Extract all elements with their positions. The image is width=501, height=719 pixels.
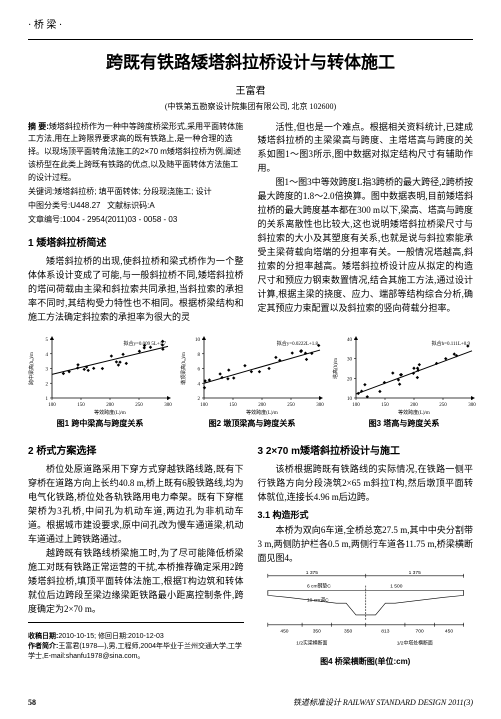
recv-text: 2010-10-15; 修回日期:2010-12-03 <box>58 633 163 640</box>
keywords-text: 矮塔斜拉桥; 填平面转体; 分段现浇施工; 设计 <box>54 187 211 196</box>
svg-text:350: 350 <box>312 629 320 635</box>
svg-text:8: 8 <box>198 353 201 358</box>
svg-text:塔高(h)/m: 塔高(h)/m <box>332 358 339 379</box>
section-1-para: 矮塔斜拉桥的出现,使斜拉桥和梁式桥作为一个整体体系设计变成了可能,与一般斜拉桥不… <box>28 255 244 325</box>
paper-title: 跨既有铁路矮塔斜拉桥设计与转体施工 <box>28 50 473 76</box>
svg-text:300: 300 <box>164 403 172 408</box>
svg-text:100: 100 <box>200 403 208 408</box>
header-rule <box>28 39 473 40</box>
figure-2-chart: 100 150 200 250 300 2 4 6 8 10 拟合y=0.0222L+1.8 等效跨度… <box>178 331 326 416</box>
docid-text: 1004 - 2954(2011)03 - 0058 - 03 <box>62 215 177 224</box>
keywords-label: 关键词: <box>28 187 54 196</box>
svg-text:150: 150 <box>381 403 389 408</box>
svg-text:1 375: 1 375 <box>305 570 317 576</box>
page-number: 58 <box>28 697 36 709</box>
section-2-para-1: 桥位处原道路采用下穿方式穿越铁路线路,既有下穿桥在道路方向上长约40.8 m,桥… <box>28 463 244 547</box>
svg-text:300: 300 <box>468 403 476 408</box>
abstract-text: 矮塔斜拉桥作为一种中等跨度桥梁形式,采用平面转体施工方法,用在上跨限界要求高的既… <box>28 122 243 182</box>
svg-text:40: 40 <box>347 338 353 343</box>
svg-text:墩顶梁高(h₀)/m: 墩顶梁高(h₀)/m <box>180 352 187 385</box>
section-3-1-heading: 3.1 构造形式 <box>258 509 474 523</box>
svg-text:跨中梁高(h₀)/m: 跨中梁高(h₀)/m <box>28 352 35 385</box>
svg-text:30: 30 <box>347 358 353 363</box>
svg-text:等效跨度(L)/m: 等效跨度(L)/m <box>94 409 126 416</box>
svg-text:700: 700 <box>415 629 423 635</box>
authinfo-text: 王富君(1978—),男,工程师,2004年毕业于兰州交通大学,工学学士,E-m… <box>28 643 242 660</box>
svg-text:拟合y=0.009 5L+1.7: 拟合y=0.009 5L+1.7 <box>124 340 167 347</box>
svg-text:拟合y=0.0222L+1.8: 拟合y=0.0222L+1.8 <box>277 340 319 347</box>
section-3-heading: 3 2×70 m矮塔斜拉桥设计与施工 <box>258 444 474 459</box>
section-3-1-para: 本桥为双向6车道,全桥总宽27.5 m,其中中央分割带3 m,两侧防护栏各0.5… <box>258 524 474 566</box>
svg-text:4: 4 <box>46 353 49 358</box>
svg-text:813: 813 <box>381 629 389 635</box>
figure-3-caption: 图3 塔高与跨度关系 <box>330 418 478 430</box>
svg-text:1 500: 1 500 <box>390 584 402 590</box>
svg-text:等效跨度(L)/m: 等效跨度(L)/m <box>398 409 430 416</box>
svg-text:200: 200 <box>258 403 266 408</box>
recv-label: 收稿日期: <box>28 633 58 640</box>
affiliation: (中铁第五勘察设计院集团有限公司, 北京 102600) <box>28 101 473 113</box>
section-1-heading: 1 矮塔斜拉桥简述 <box>28 236 244 251</box>
svg-text:1: 1 <box>46 397 49 402</box>
category-label: 桥 梁 <box>34 20 57 31</box>
section-2-para-2: 越跨既有铁路线桥梁施工时,为了尽可能降低桥梁施工对既有铁路正常运营的干扰,本桥推… <box>28 547 244 617</box>
figure-2-caption: 图2 墩顶梁高与跨度关系 <box>178 418 326 430</box>
authinfo-label: 作者简介: <box>28 643 58 650</box>
svg-text:1/2中塔处横断面: 1/2中塔处横断面 <box>396 640 432 647</box>
svg-text:1/2实梁横断面: 1/2实梁横断面 <box>296 640 327 647</box>
abstract-block: 摘 要:矮塔斜拉桥作为一种中等跨度桥梁形式,采用平面转体施工方法,用在上跨限界要… <box>28 121 244 185</box>
page-footer: 58 铁道标准设计 RAILWAY STANDARD DESIGN 2011(3… <box>28 697 473 709</box>
svg-text:6 cm钢垫C: 6 cm钢垫C <box>306 583 330 590</box>
svg-text:100: 100 <box>352 403 360 408</box>
svg-text:200: 200 <box>410 403 418 408</box>
docid-label: 文章编号: <box>28 215 62 224</box>
journal-name: 铁道标准设计 RAILWAY STANDARD DESIGN 2011(3) <box>293 697 473 709</box>
svg-text:10: 10 <box>347 397 353 402</box>
figure-1-chart: 100 150 200 250 300 1 2 3 4 5 拟合y=0.009 5L+1.7 等效跨度… <box>26 331 174 416</box>
svg-text:4: 4 <box>198 382 201 387</box>
svg-text:3: 3 <box>46 368 49 373</box>
figure-4-diagram: 1 375 1 375 6 cm钢垫C 10 cm调C 1 500 450 35… <box>258 566 474 654</box>
svg-text:10 cm调C: 10 cm调C <box>306 597 328 604</box>
svg-text:20: 20 <box>347 378 353 383</box>
figure-1-caption: 图1 跨中梁高与跨度关系 <box>26 418 174 430</box>
svg-text:450: 450 <box>444 629 452 635</box>
svg-text:250: 250 <box>439 403 447 408</box>
author-name: 王富君 <box>28 84 473 99</box>
abstract-label: 摘 要: <box>28 122 49 131</box>
svg-text:250: 250 <box>287 403 295 408</box>
svg-text:10: 10 <box>195 338 201 343</box>
footer-rule <box>28 622 244 626</box>
clc-label: 中图分类号: <box>28 201 70 210</box>
svg-text:200: 200 <box>106 403 114 408</box>
svg-text:2: 2 <box>198 397 201 402</box>
svg-text:2: 2 <box>46 382 49 387</box>
svg-text:250: 250 <box>135 403 143 408</box>
svg-text:拟合h=0.111L+0.9: 拟合h=0.111L+0.9 <box>432 340 471 347</box>
svg-text:1 375: 1 375 <box>408 570 420 576</box>
doctype-label: 文献标识码: <box>107 201 149 210</box>
svg-text:450: 450 <box>280 629 288 635</box>
figure-3-chart: 100 150 200 250 300 10 20 30 40 拟合h=0.111L+0.9 等效跨… <box>330 331 478 416</box>
clc-text: U448.27 <box>70 201 100 210</box>
figure-4-caption: 图4 桥梁横断图(单位:cm) <box>258 656 474 668</box>
section-3-para-1: 该桥根据跨既有铁路线的实际情况,在铁路一侧平行铁路方向分段浇筑2×65 m斜拉T… <box>258 463 474 505</box>
svg-text:300: 300 <box>316 403 324 408</box>
svg-text:等效跨度(L)/m: 等效跨度(L)/m <box>246 409 278 416</box>
svg-text:150: 150 <box>77 403 85 408</box>
section-2-heading: 2 桥式方案选择 <box>28 444 244 459</box>
doctype-text: A <box>149 201 154 210</box>
svg-text:100: 100 <box>48 403 56 408</box>
svg-text:150: 150 <box>229 403 237 408</box>
svg-text:5: 5 <box>46 338 49 343</box>
col2-para-2: 图1～图3中等效跨度L指3跨桥的最大跨径,2跨桥按最大跨度的1.8～2.0倍换算… <box>258 176 474 315</box>
svg-text:350: 350 <box>344 629 352 635</box>
col2-para-1: 活性,但也是一个难点。根据相关资料统计,已建成矮塔斜拉桥的主梁梁高与跨度、主塔塔… <box>258 121 474 177</box>
svg-text:6: 6 <box>198 368 201 373</box>
